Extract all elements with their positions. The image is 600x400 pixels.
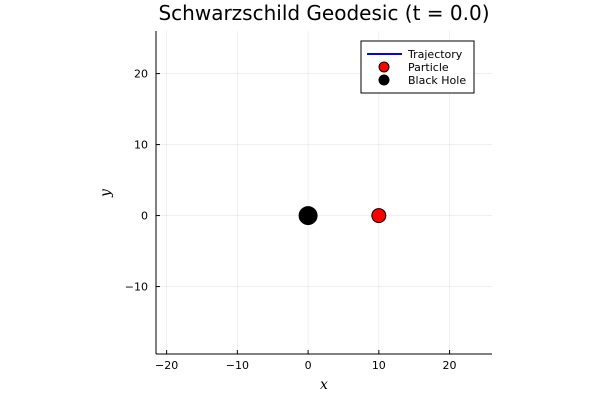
x-tick-label: 0	[305, 359, 312, 372]
y-axis-label: y	[98, 188, 114, 198]
legend-label: Black Hole	[408, 74, 466, 87]
legend-label: Particle	[408, 61, 449, 74]
x-tick-label: 10	[372, 359, 386, 372]
y-tick-label: −10	[125, 281, 148, 294]
legend-label: Trajectory	[407, 48, 463, 61]
chart-title: Schwarzschild Geodesic (t = 0.0)	[158, 1, 489, 25]
legend-swatch-marker	[378, 61, 390, 73]
x-axis-label: x	[320, 377, 328, 393]
axes	[155, 31, 492, 355]
y-tick-labels: −10 0 10 20	[125, 68, 148, 294]
black-hole-marker	[298, 206, 318, 226]
y-tick-label: 10	[134, 139, 148, 152]
y-tick-label: 0	[141, 210, 148, 223]
y-tick-label: 20	[134, 68, 148, 81]
x-tick-label: −20	[155, 359, 178, 372]
x-tick-labels: −20 −10 0 10 20	[155, 359, 457, 372]
plot-marks	[298, 206, 387, 226]
x-tick-label: 20	[443, 359, 457, 372]
legend-swatch-marker	[378, 74, 390, 86]
particle-marker	[371, 208, 387, 224]
x-tick-label: −10	[226, 359, 249, 372]
